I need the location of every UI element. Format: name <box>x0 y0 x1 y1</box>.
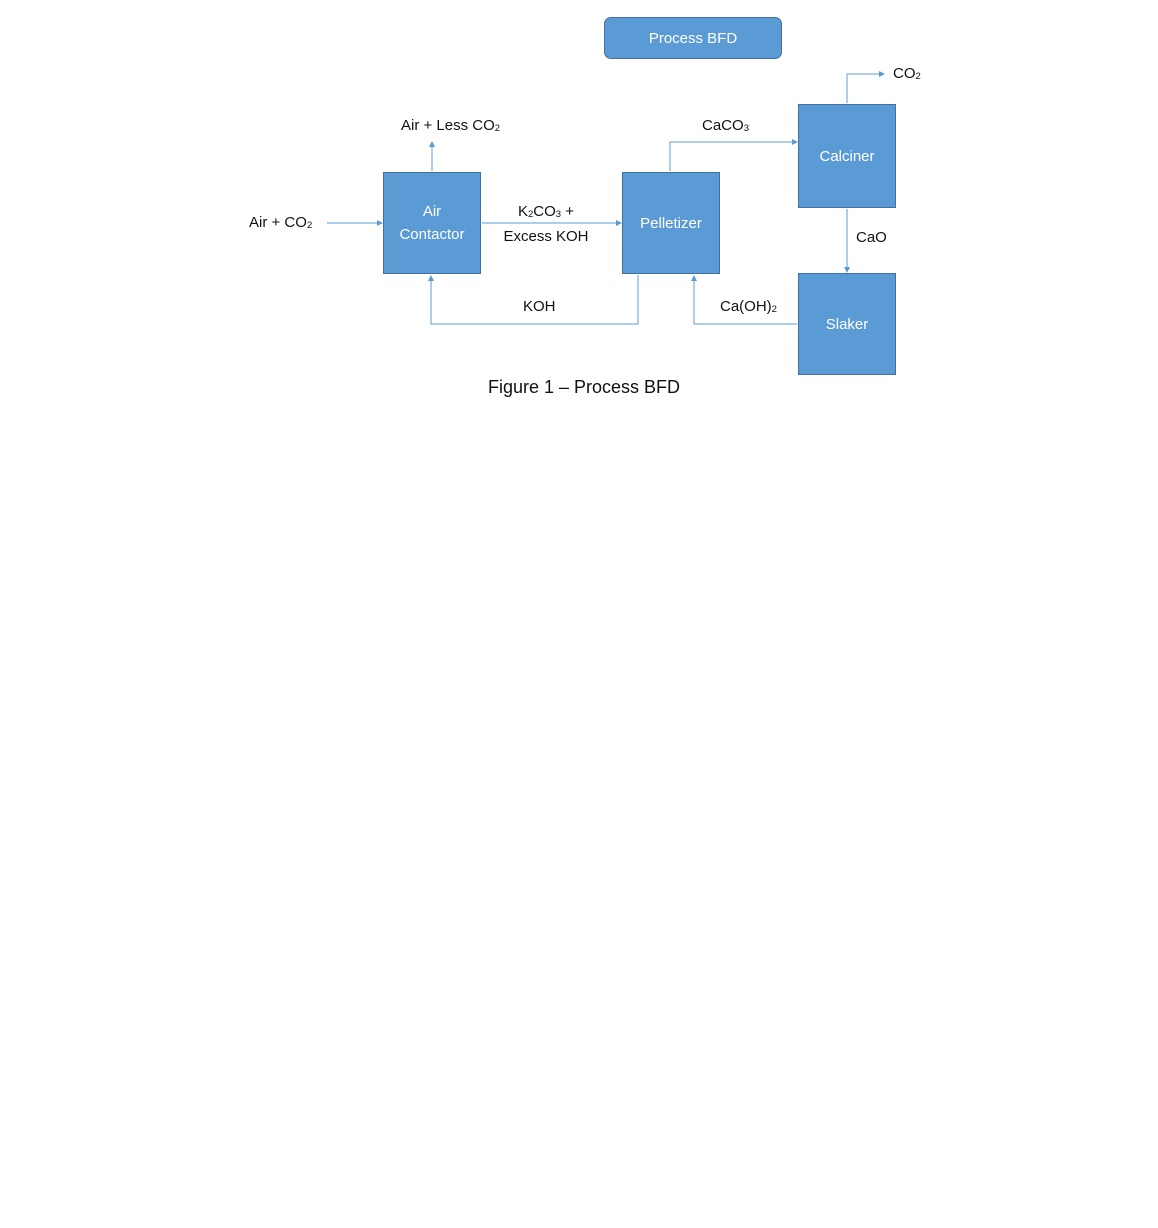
air-contactor-label-line1: Air <box>422 203 442 220</box>
pelletizer-label: Pelletizer <box>640 214 702 232</box>
slaker-block: Slaker <box>798 273 896 375</box>
pelletizer-block: Pelletizer <box>622 172 720 274</box>
figure-caption: Figure 1 – Process BFD <box>487 377 681 397</box>
air-contactor-label-line2: Contactor <box>399 226 465 243</box>
cao-stream-label: CaO <box>856 229 887 246</box>
calciner-label: Calciner <box>819 147 875 165</box>
caoh2-stream-label: Ca(OH)2 <box>720 298 777 315</box>
vent-stream-label: Air + Less CO2 <box>401 117 501 134</box>
arrow-caco3 <box>669 139 798 171</box>
air-contactor-block: Air Contactor <box>383 172 481 274</box>
caco3-stream-label: CaCO3 <box>702 117 749 134</box>
feed-stream-label: Air + CO2 <box>249 214 313 231</box>
koh-stream-label: KOH <box>523 298 556 315</box>
slaker-label: Slaker <box>825 315 869 333</box>
process-bfd-button[interactable]: Process BFD <box>604 17 782 59</box>
co2-out-stream-label: CO2 <box>893 65 921 82</box>
calciner-block: Calciner <box>798 104 896 208</box>
arrow-koh <box>428 275 639 325</box>
carbonate-stream-label: K2CO3 + Excess KOH <box>496 201 596 248</box>
carbonate-stream-line1: K2CO3 + <box>517 203 575 220</box>
carbonate-stream-line2: Excess KOH <box>503 228 589 245</box>
arrow-co2-out <box>846 71 885 103</box>
arrow-caoh2 <box>691 275 797 325</box>
